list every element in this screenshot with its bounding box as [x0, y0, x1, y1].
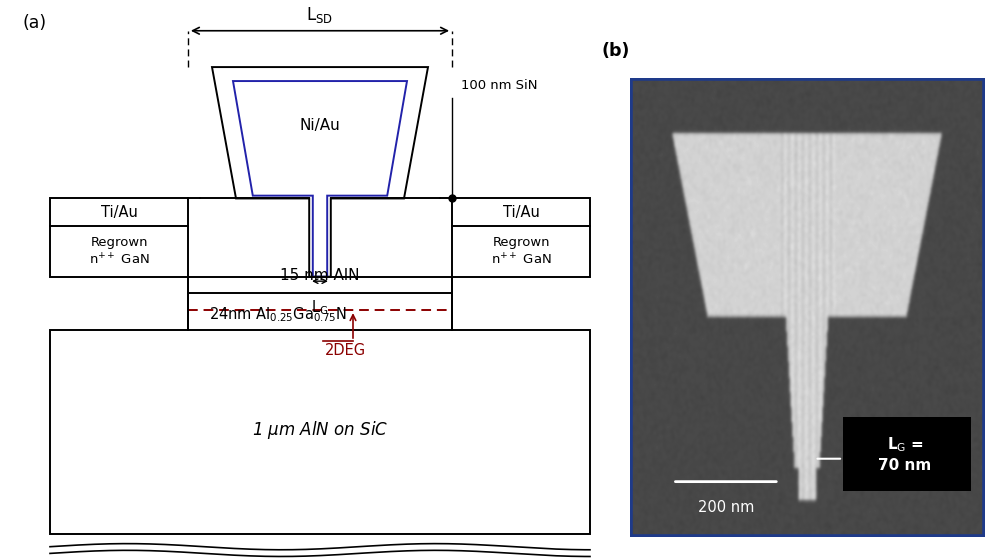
Text: L$_{\mathrm{SD}}$: L$_{\mathrm{SD}}$	[306, 5, 334, 25]
Text: 24nm Al$_{0.25}$Ga$_{0.75}$N: 24nm Al$_{0.25}$Ga$_{0.75}$N	[209, 305, 347, 324]
Text: 200 nm: 200 nm	[698, 500, 754, 515]
Text: 15 nm AlN: 15 nm AlN	[280, 268, 360, 282]
Text: 100 nm SiN: 100 nm SiN	[461, 79, 538, 92]
Text: Ti/Au: Ti/Au	[101, 205, 137, 220]
Text: (b): (b)	[602, 42, 630, 60]
Text: (a): (a)	[23, 14, 47, 32]
FancyBboxPatch shape	[843, 418, 971, 491]
Text: 2DEG: 2DEG	[325, 343, 366, 358]
Text: 1 $\mu$m AlN on SiC: 1 $\mu$m AlN on SiC	[252, 419, 388, 442]
Text: Ti/Au: Ti/Au	[503, 205, 539, 220]
Text: L$_{\mathrm{G}}$: L$_{\mathrm{G}}$	[311, 298, 329, 316]
Text: Regrown
n$^{++}$ GaN: Regrown n$^{++}$ GaN	[491, 235, 551, 268]
Text: Regrown
n$^{++}$ GaN: Regrown n$^{++}$ GaN	[89, 235, 149, 268]
Text: Ni/Au: Ni/Au	[300, 119, 340, 133]
Text: L$_{\mathrm{G}}$ =
70 nm: L$_{\mathrm{G}}$ = 70 nm	[879, 435, 932, 473]
